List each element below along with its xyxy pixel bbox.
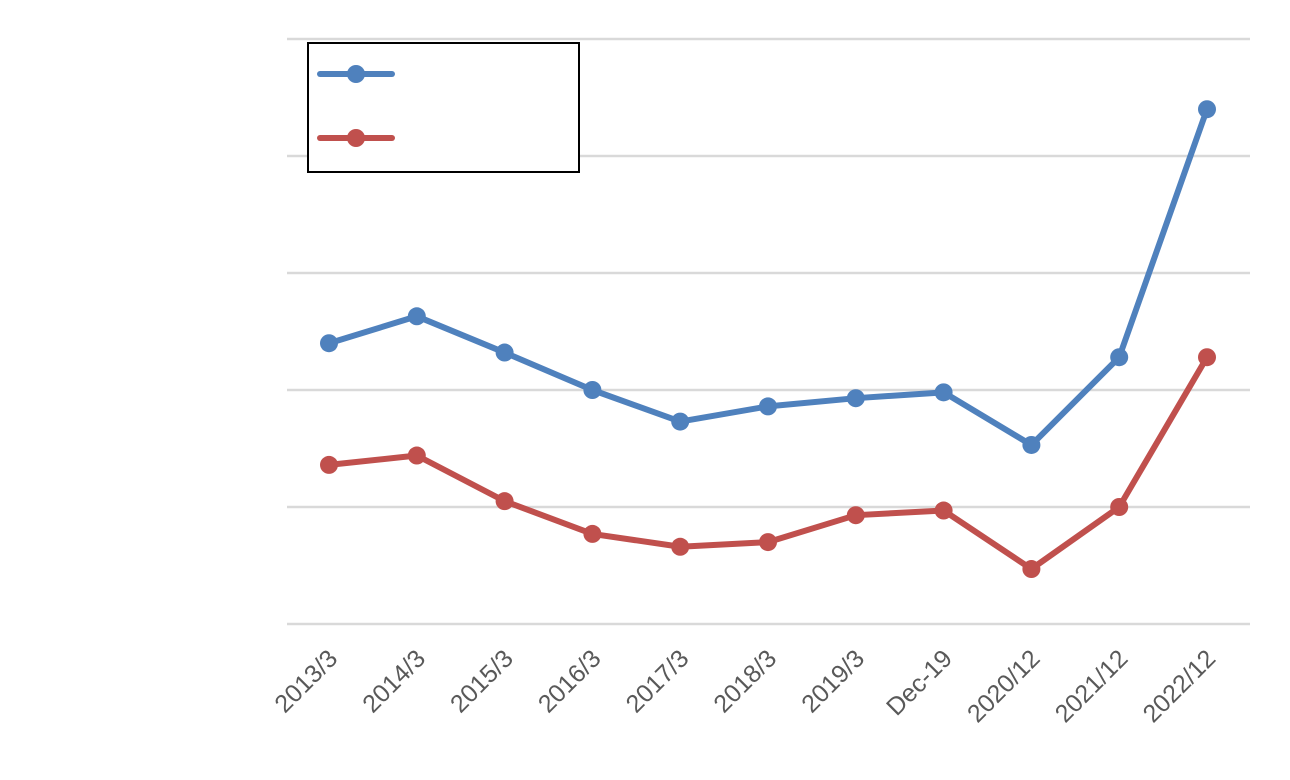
series-1-point bbox=[934, 383, 953, 402]
series-1-point bbox=[320, 334, 338, 353]
series-1 bbox=[320, 100, 1216, 454]
series-2-point bbox=[1110, 498, 1129, 516]
series-2-point bbox=[320, 455, 338, 474]
x-tick-label: 2019/3 bbox=[796, 644, 870, 718]
series-2-point bbox=[1198, 348, 1216, 367]
series-2 bbox=[320, 348, 1216, 579]
legend-entry-1 bbox=[317, 65, 395, 83]
series-1-point bbox=[495, 343, 514, 362]
x-tick-label: 2017/3 bbox=[621, 644, 695, 718]
series-lines bbox=[320, 100, 1216, 579]
series-1-point bbox=[759, 397, 777, 416]
legend-swatch-marker bbox=[347, 65, 365, 83]
x-tick-label: 2013/3 bbox=[269, 644, 343, 718]
x-tick-label: 2016/3 bbox=[533, 644, 607, 718]
series-2-point bbox=[583, 524, 602, 543]
series-2-point bbox=[1022, 560, 1041, 579]
legend-entry-2 bbox=[317, 129, 395, 147]
series-2-point bbox=[495, 492, 514, 511]
x-tick-label: 2015/3 bbox=[445, 644, 519, 718]
legend-swatch-marker bbox=[347, 129, 365, 147]
series-2-point bbox=[759, 533, 777, 552]
series-2-point bbox=[407, 446, 426, 465]
x-tick-label: 2020/12 bbox=[962, 644, 1046, 728]
series-2-point bbox=[671, 537, 690, 556]
x-tick-label: 2022/12 bbox=[1138, 644, 1222, 728]
x-tick-label: 2021/12 bbox=[1050, 644, 1134, 728]
series-2-point bbox=[846, 506, 865, 525]
series-1-point bbox=[846, 389, 865, 408]
x-tick-label: 2014/3 bbox=[357, 644, 431, 718]
series-1-point bbox=[1022, 435, 1041, 454]
x-tick-label: 2018/3 bbox=[708, 644, 782, 718]
x-axis-tick-labels: 2013/3 2014/3 2015/3 2016/3 2017/3 2018/3 2019… bbox=[269, 644, 1221, 728]
series-1-point bbox=[583, 381, 602, 399]
series-1-point bbox=[1198, 100, 1216, 119]
series-1-point bbox=[1110, 348, 1129, 367]
x-tick-label: Dec-19 bbox=[881, 644, 958, 721]
series-1-point bbox=[407, 307, 426, 326]
legend bbox=[307, 42, 580, 173]
legend-box bbox=[307, 42, 580, 173]
series-1-point bbox=[671, 412, 690, 431]
series-2-point bbox=[934, 501, 953, 520]
